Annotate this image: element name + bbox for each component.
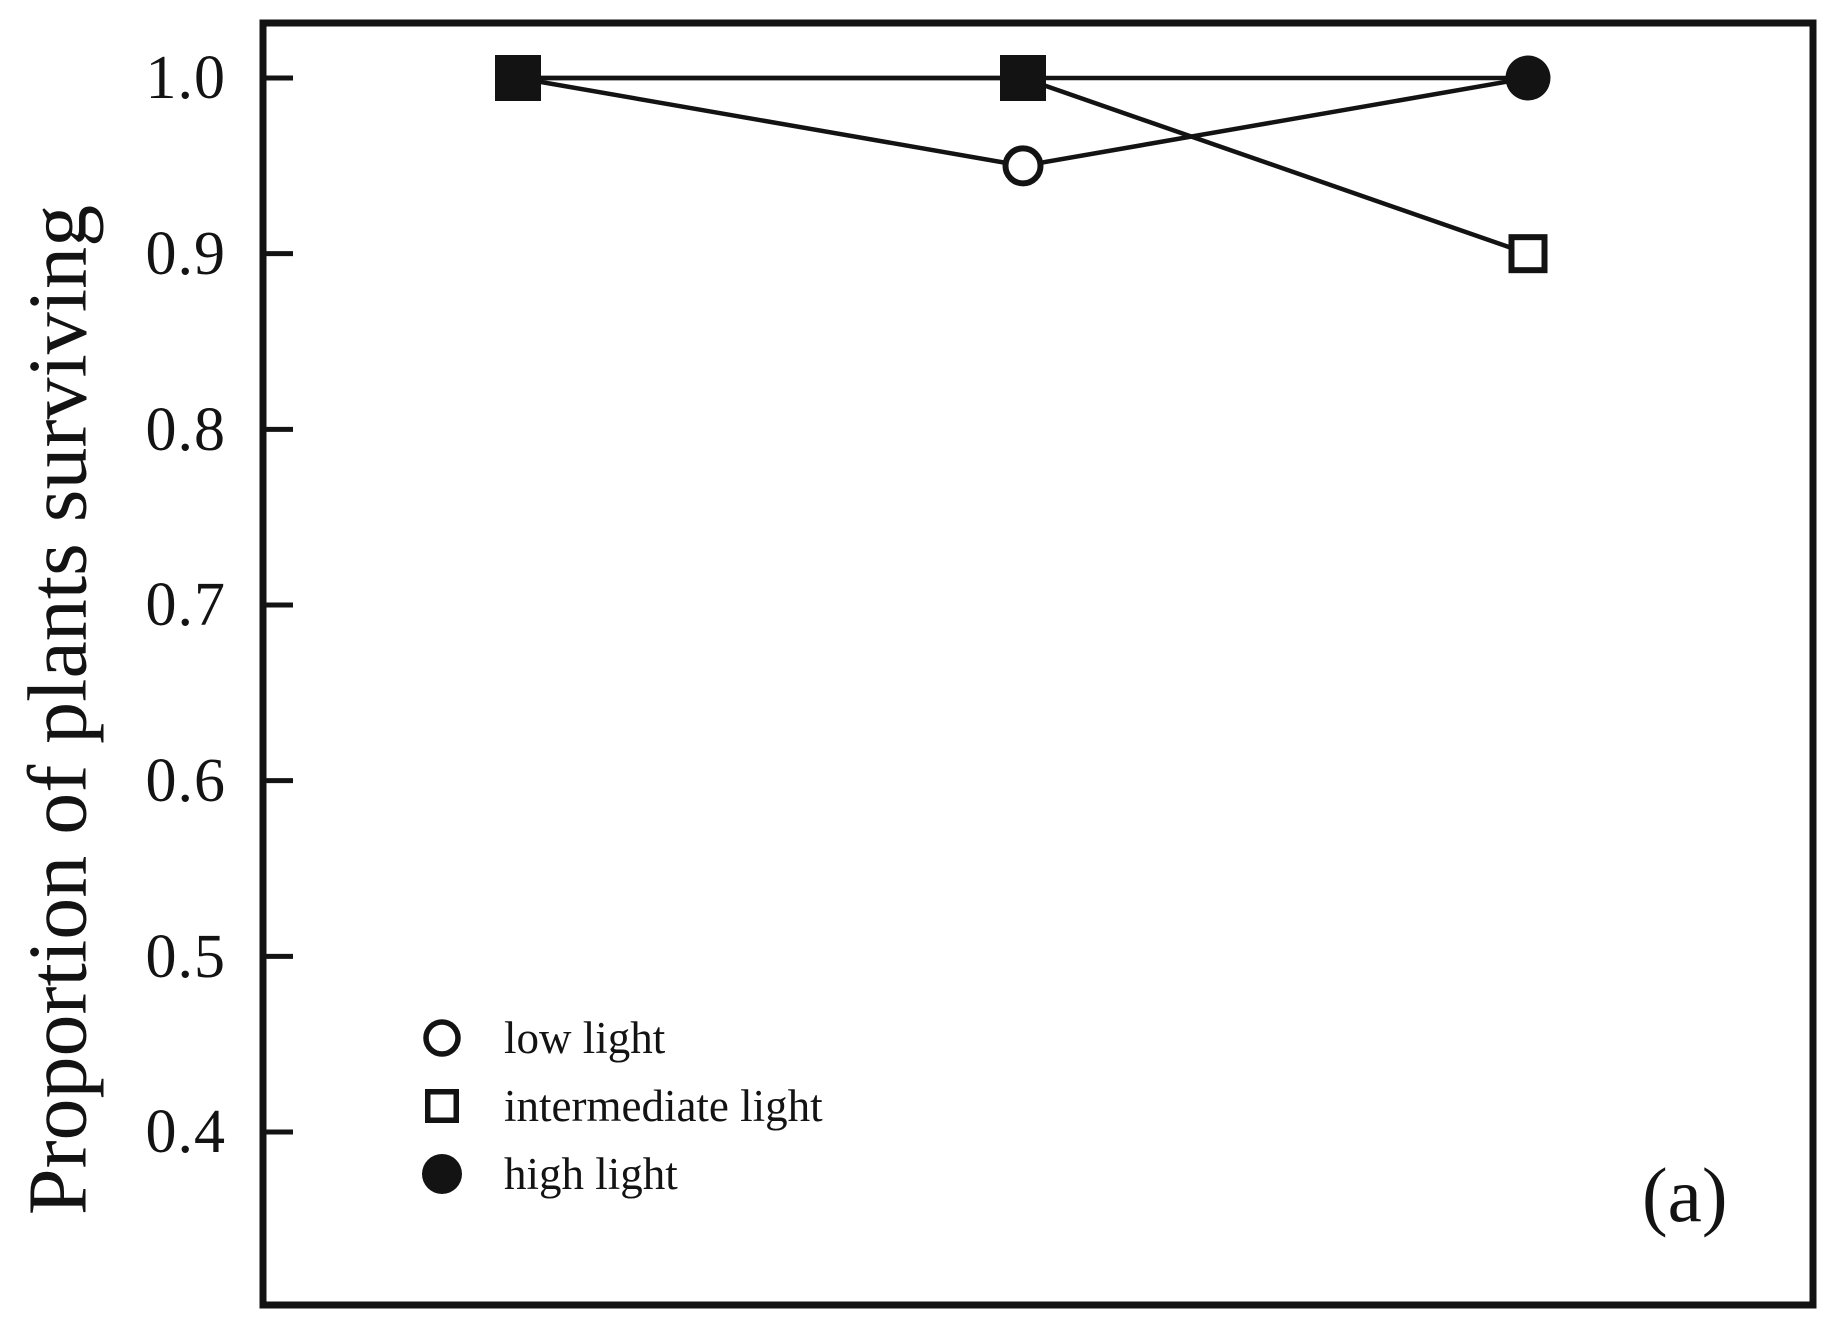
y-tick-label: 0.4: [145, 1098, 226, 1166]
legend-label: intermediate light: [504, 1081, 823, 1131]
marker-open-square: [1508, 234, 1548, 274]
panel-label: (a): [1642, 1152, 1728, 1238]
plot-border: [259, 19, 1817, 1309]
marker-open-circle: [1002, 145, 1044, 187]
filled-circle-icon: [422, 1154, 462, 1194]
open-square-icon: [425, 1089, 459, 1123]
legend: low light intermediate light high light: [418, 1004, 823, 1208]
y-tick-label: 1.0: [145, 44, 226, 112]
marker-overlap-filled-square: [495, 55, 541, 101]
y-tick-label: 0.5: [145, 923, 226, 991]
marker-overlap-filled-square: [1000, 55, 1046, 101]
marker-filled-circle: [1505, 55, 1551, 101]
y-tick-label: 0.9: [145, 220, 226, 288]
legend-item-low-light: low light: [418, 1004, 823, 1072]
y-tick-label: 0.8: [145, 396, 226, 464]
legend-item-high-light: high light: [418, 1140, 823, 1208]
legend-label: low light: [504, 1013, 666, 1063]
open-circle-icon: [423, 1019, 461, 1057]
legend-item-intermediate-light: intermediate light: [418, 1072, 823, 1140]
y-tick-label: 0.7: [145, 571, 226, 639]
y-tick-label: 0.6: [145, 747, 226, 815]
legend-label: high light: [504, 1149, 678, 1199]
y-axis-title: Proportion of plants surviving: [11, 204, 105, 1216]
